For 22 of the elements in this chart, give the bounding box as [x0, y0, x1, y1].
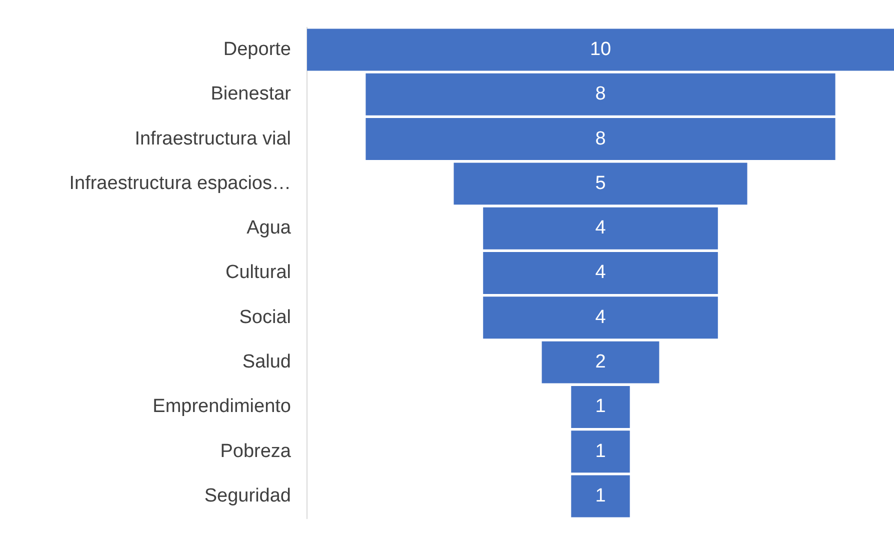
category-label: Pobreza	[220, 440, 292, 462]
category-label: Salud	[242, 352, 291, 373]
data-label: 1	[595, 440, 606, 462]
data-label: 5	[595, 172, 606, 194]
data-label: 10	[590, 38, 612, 60]
data-label: 4	[595, 306, 606, 328]
data-label: 4	[595, 262, 606, 284]
category-label: Infraestructura espacios…	[69, 172, 291, 194]
category-label: Social	[239, 306, 291, 328]
data-label: 8	[595, 128, 606, 150]
category-label: Bienestar	[210, 84, 292, 105]
data-label: 1	[595, 486, 606, 507]
data-label: 4	[595, 218, 606, 239]
data-label: 1	[595, 396, 606, 418]
category-label: Emprendimiento	[152, 396, 291, 418]
category-label: Agua	[246, 218, 292, 239]
category-label: Infraestructura vial	[134, 128, 291, 150]
data-label: 2	[595, 352, 606, 373]
data-label: 8	[595, 84, 606, 105]
category-label: Cultural	[226, 262, 291, 284]
category-label: Deporte	[223, 38, 291, 60]
category-label: Seguridad	[204, 486, 291, 507]
